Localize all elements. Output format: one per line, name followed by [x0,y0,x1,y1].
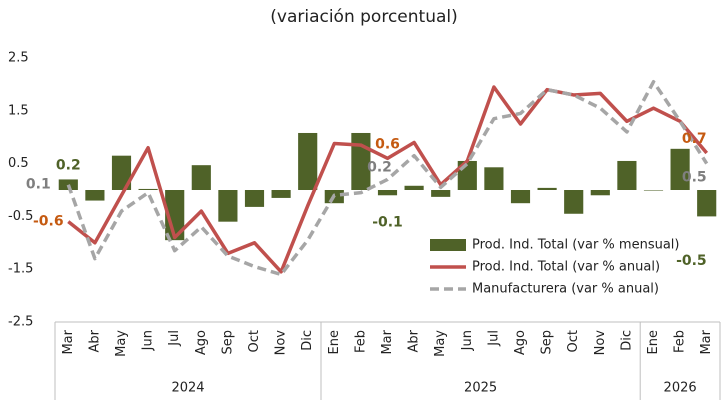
data-label: -0.6 [33,214,64,230]
y-tick-label: -2.5 [8,315,33,330]
line-series [67,85,709,274]
bar [377,190,398,196]
x-tick-label: May [433,330,448,357]
x-tick-label: Mar [380,329,395,354]
bar [670,148,690,190]
group-label: 2026 [664,381,697,396]
legend-swatch [430,239,466,251]
x-tick-label: Dic [619,330,634,351]
x-tick-label: Abr [407,329,422,352]
y-tick-label: 2.5 [8,51,29,66]
legend-label: Prod. Ind. Total (var % anual) [472,260,660,275]
data-label: -0.5 [676,253,707,269]
bar [244,190,265,207]
x-tick-label: Feb [673,330,688,353]
bar [85,190,105,201]
bar [617,160,637,190]
x-tick-label: Ene [646,330,661,354]
x-tick-label: Sep [220,330,235,355]
bar [111,155,132,190]
bar [564,190,584,214]
chart-title: (variación porcentual) [270,7,458,27]
data-label: 0.5 [682,170,707,186]
x-tick-label: Jun [141,330,156,351]
x-tick-label: Dic [300,330,315,351]
bar [271,190,291,198]
x-tick-label: Jul [167,330,182,347]
data-label: 0.7 [682,131,707,147]
bar [218,190,238,222]
group-label: 2024 [171,381,204,396]
data-label: -0.1 [372,215,403,231]
y-tick-label: -1.5 [8,262,33,277]
bar [510,190,531,204]
bar [484,167,504,190]
data-label: 0.1 [26,177,51,193]
line-series [66,80,709,277]
x-tick-label: Ene [327,330,342,354]
x-tick-label: Abr [87,329,102,352]
data-label: 0.2 [56,157,81,173]
bar [643,190,664,191]
x-tick-label: May [114,330,129,357]
x-tick-label: Oct [247,330,262,352]
x-tick-label: Mar [699,329,714,354]
bar [431,190,451,197]
bar [298,132,318,190]
y-tick-label: 0.5 [8,156,29,171]
bar [165,190,185,241]
x-tick-label: Nov [593,330,608,356]
bar [697,190,717,217]
y-tick-label: -0.5 [8,209,33,224]
bar [537,187,557,190]
x-tick-label: Ago [194,330,209,355]
legend-label: Prod. Ind. Total (var % mensual) [472,238,679,253]
x-tick-label: Nov [274,330,289,356]
legend-label: Manufacturera (var % anual) [472,282,659,297]
bar [590,190,610,196]
data-label: 0.6 [375,136,400,152]
data-label: 0.2 [367,159,392,175]
bar [138,188,158,190]
x-tick-label: Sep [540,330,555,355]
x-tick-label: Oct [566,330,581,352]
group-label: 2025 [464,381,497,396]
x-tick-label: Jul [486,330,501,347]
x-tick-label: Ago [513,330,528,355]
y-tick-label: 1.5 [8,103,29,118]
bar [404,185,424,190]
x-tick-label: Jun [460,330,475,351]
x-tick-label: Mar [61,329,76,354]
x-tick-label: Feb [353,330,368,353]
bar [191,165,211,190]
